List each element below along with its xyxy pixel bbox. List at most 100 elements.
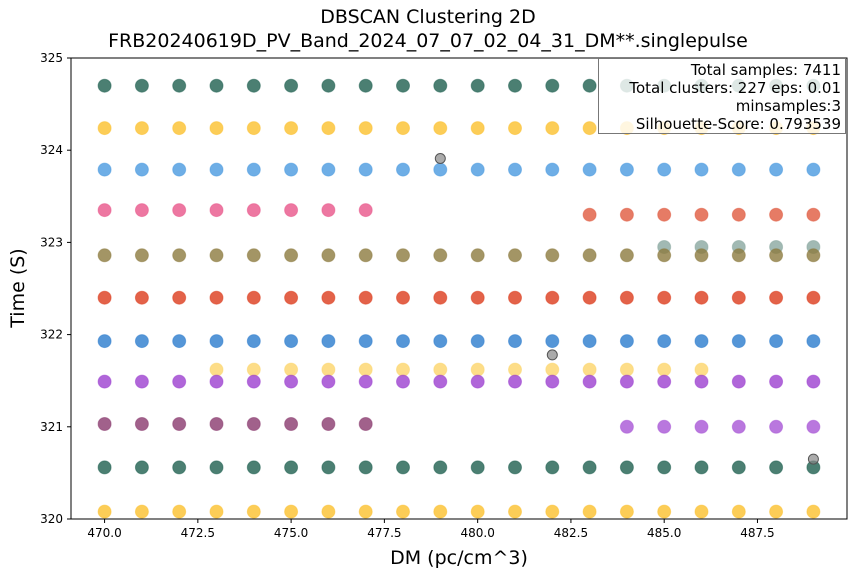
data-point	[284, 374, 299, 389]
y-tick-label: 322	[40, 328, 63, 342]
y-axis-label: Time (S)	[7, 248, 29, 328]
data-point	[396, 121, 410, 136]
data-point	[731, 374, 746, 389]
data-point	[358, 162, 373, 177]
data-point	[433, 374, 448, 389]
data-point	[694, 290, 709, 305]
data-point	[396, 334, 410, 349]
x-tick-label: 477.5	[367, 526, 401, 540]
data-point	[806, 162, 821, 177]
data-point	[284, 290, 299, 305]
data-point	[470, 334, 485, 349]
data-point	[358, 362, 373, 377]
noise-point	[434, 153, 446, 164]
data-point	[694, 460, 709, 475]
data-point	[134, 248, 149, 263]
x-tick-label: 480.0	[460, 526, 494, 540]
data-point	[694, 362, 709, 377]
stats-total-clusters: Total clusters: 227 eps: 0.01	[629, 79, 841, 97]
data-point	[508, 162, 522, 177]
data-point	[657, 374, 672, 389]
data-point	[694, 248, 709, 263]
stats-total-samples: Total samples: 7411	[690, 61, 841, 79]
data-point	[396, 460, 410, 475]
data-point	[358, 417, 373, 431]
data-point	[246, 78, 261, 93]
data-point	[321, 374, 336, 389]
data-point	[172, 460, 187, 475]
data-point	[694, 162, 709, 177]
data-point	[582, 207, 597, 222]
data-point	[657, 162, 672, 177]
data-point	[470, 290, 485, 305]
data-point	[508, 334, 522, 349]
data-point	[321, 78, 336, 93]
data-point	[358, 121, 373, 136]
data-point	[731, 334, 746, 349]
data-point	[470, 248, 485, 263]
data-point	[657, 419, 672, 434]
data-point	[470, 460, 485, 475]
data-point	[582, 362, 597, 377]
data-point	[209, 78, 224, 93]
data-point	[769, 504, 784, 519]
data-point	[619, 504, 634, 519]
data-point	[134, 162, 149, 177]
data-point	[694, 419, 709, 434]
x-tick-label: 485.0	[647, 526, 681, 540]
data-point	[284, 417, 299, 431]
data-point	[470, 78, 485, 93]
data-point	[246, 417, 261, 431]
noise-point	[546, 349, 558, 361]
data-point	[321, 417, 336, 431]
data-point	[806, 334, 821, 349]
data-point	[284, 121, 299, 136]
data-point	[134, 334, 149, 349]
x-tick-label: 470.0	[87, 526, 121, 540]
data-point	[806, 207, 821, 222]
data-point	[582, 121, 597, 136]
data-point	[769, 290, 784, 305]
data-point	[134, 460, 149, 475]
data-point	[209, 290, 224, 305]
data-point	[694, 504, 709, 519]
data-point	[657, 460, 672, 475]
data-point	[97, 121, 112, 136]
y-tick-label: 323	[40, 235, 63, 249]
data-point	[545, 290, 560, 305]
data-point	[172, 248, 187, 263]
data-point	[545, 248, 560, 263]
data-point	[545, 162, 560, 177]
data-point	[321, 362, 336, 377]
data-point	[657, 334, 672, 349]
data-point	[769, 460, 784, 475]
data-point	[582, 460, 597, 475]
data-point	[209, 362, 224, 377]
data-point	[619, 207, 634, 222]
y-tick-label: 321	[40, 420, 63, 434]
data-point	[134, 374, 149, 389]
data-point	[246, 248, 261, 263]
x-tick-label: 472.5	[181, 526, 215, 540]
x-axis: 470.0 472.5 475.0 477.5 480.0 482.5 485.0 487.5	[87, 519, 775, 540]
data-point	[358, 78, 373, 93]
data-point	[731, 162, 746, 177]
data-point	[396, 504, 410, 519]
data-point	[731, 207, 746, 222]
data-point	[769, 419, 784, 434]
data-point	[731, 460, 746, 475]
data-point	[769, 374, 784, 389]
data-point	[806, 290, 821, 305]
data-point	[619, 374, 634, 389]
data-point	[769, 248, 784, 263]
data-point	[731, 419, 746, 434]
data-point	[545, 374, 560, 389]
data-point	[284, 362, 299, 377]
data-point	[358, 460, 373, 475]
data-point	[508, 374, 522, 389]
data-point	[246, 374, 261, 389]
data-point	[396, 290, 410, 305]
data-point	[433, 504, 448, 519]
data-point	[508, 78, 522, 93]
data-point	[134, 417, 149, 431]
